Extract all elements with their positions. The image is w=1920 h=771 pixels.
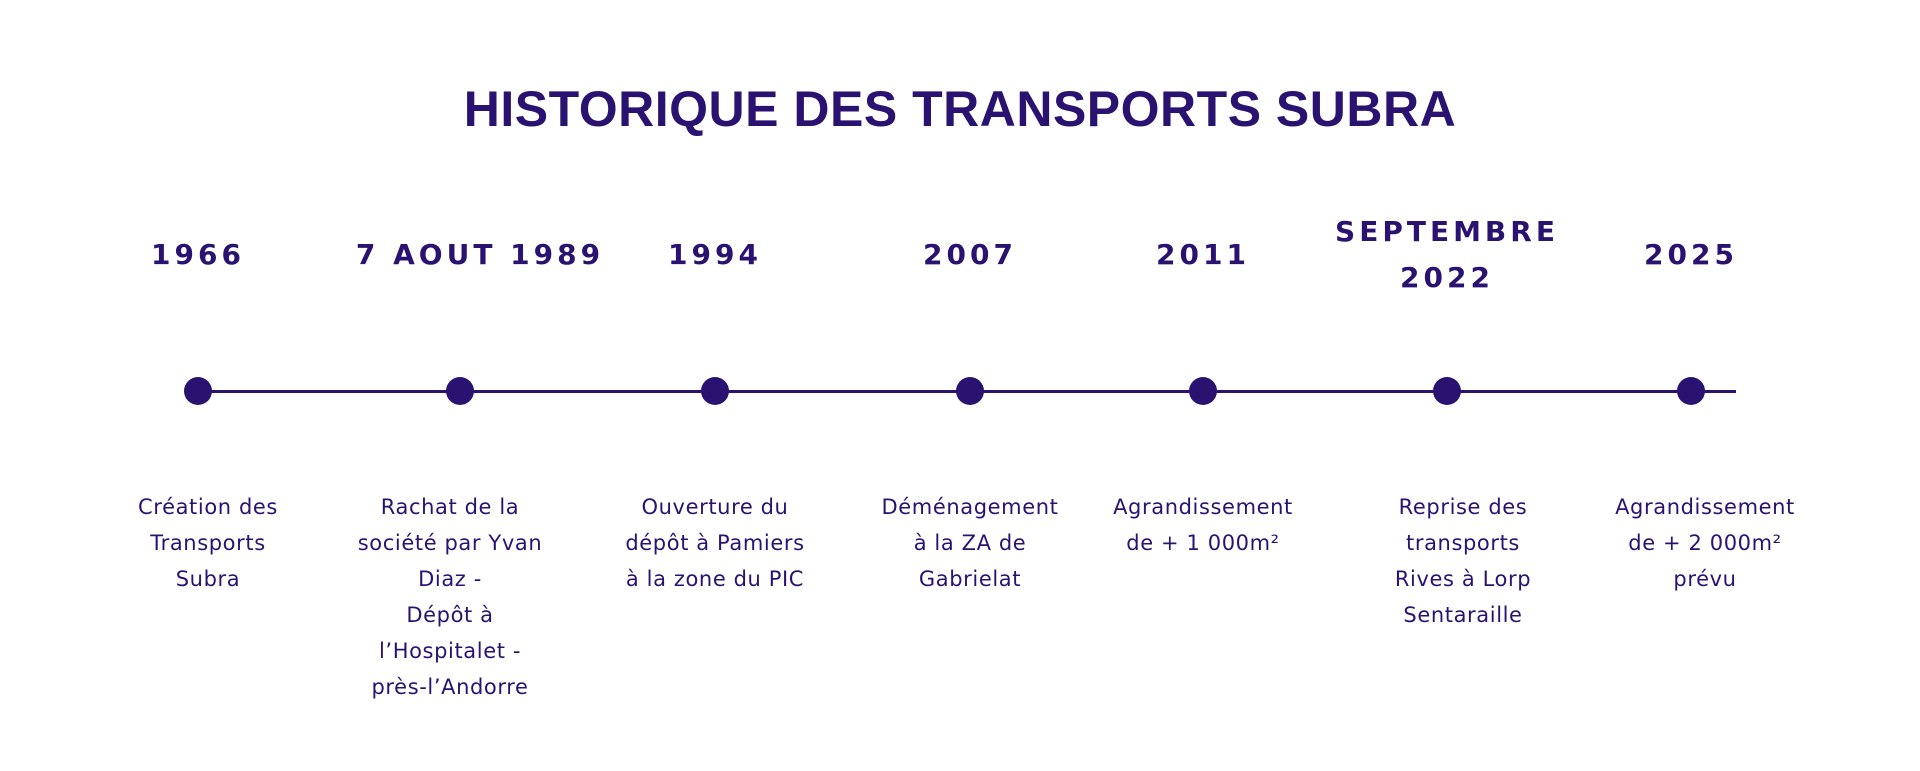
event-marker-dot [1433,377,1461,405]
event-date: 1994 [668,238,762,271]
event-date: 7 AOUT 1989 [355,238,605,271]
event-date: SEPTEMBRE 2022 [1335,215,1559,294]
event-marker-dot [1189,377,1217,405]
event-date: 1966 [151,238,245,271]
event-description: Rachat de la société par Yvan Diaz - Dép… [357,495,543,699]
event-marker-dot [701,377,729,405]
event-description: Ouverture du dépôt à Pamiers à la zone d… [625,495,805,591]
event-description: Déménagement à la ZA de Gabrielat [881,495,1059,591]
event-date: 2025 [1644,238,1738,271]
event-date: 2007 [923,238,1017,271]
event-description: Agrandissement de + 1 000m² [1113,495,1293,555]
event-description: Agrandissement de + 2 000m² prévu [1615,495,1795,591]
event-marker-dot [446,377,474,405]
event-date: 2011 [1156,238,1250,271]
page-title: HISTORIQUE DES TRANSPORTS SUBRA [463,81,1457,137]
event-marker-dot [1677,377,1705,405]
event-description: Création des Transports Subra [138,495,278,591]
event-marker-dot [956,377,984,405]
event-marker-dot [184,377,212,405]
event-description: Reprise des transports Rives à Lorp Sent… [1394,495,1532,627]
